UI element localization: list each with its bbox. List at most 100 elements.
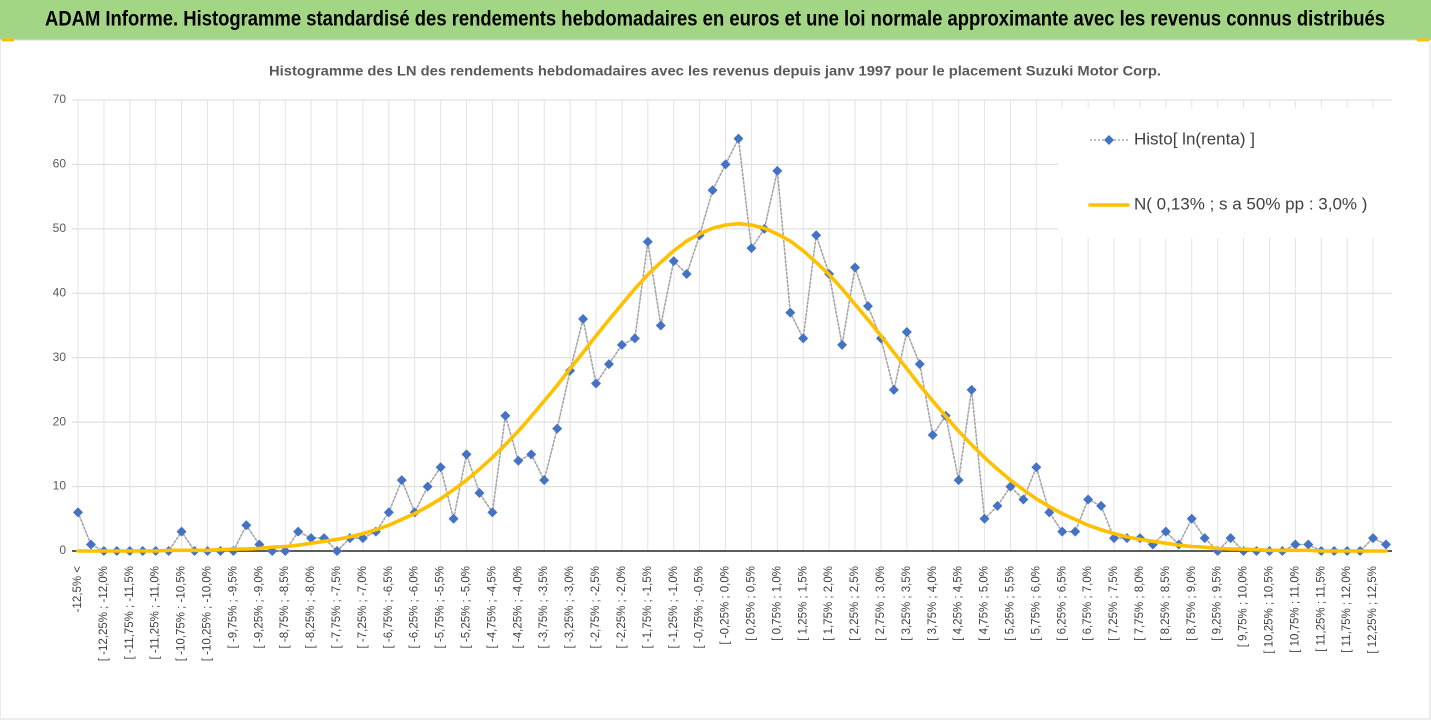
x-tick-label: [ -5,75% ; -5,5% bbox=[435, 566, 447, 648]
legend-box bbox=[1058, 108, 1410, 238]
x-tick-label: [ -5,25% ; -5,0% bbox=[461, 566, 473, 648]
data-point bbox=[966, 384, 977, 395]
data-point bbox=[526, 449, 537, 460]
y-tick-label: 10 bbox=[53, 479, 67, 493]
x-tick-label: [ 10,25% ; 10,5% bbox=[1263, 566, 1275, 654]
data-point bbox=[293, 526, 304, 537]
x-tick-label: [ -6,75% ; -6,5% bbox=[383, 566, 395, 648]
legend-marker bbox=[1104, 135, 1114, 145]
data-point bbox=[1031, 462, 1042, 473]
data-point bbox=[798, 333, 809, 344]
data-point bbox=[241, 520, 252, 531]
data-point bbox=[1083, 494, 1094, 505]
data-point bbox=[888, 384, 899, 395]
x-tick-label: [ 3,75% ; 4,0% bbox=[927, 566, 939, 641]
legend-label: N( 0,13% ; s a 50% pp : 3,0% ) bbox=[1134, 194, 1367, 213]
data-point bbox=[862, 301, 873, 312]
x-tick-label: [ 1,25% ; 1,5% bbox=[797, 566, 809, 641]
x-tick-label: [ -7,75% ; -7,5% bbox=[331, 566, 343, 648]
data-point bbox=[73, 507, 83, 518]
data-point bbox=[1070, 526, 1081, 537]
data-point bbox=[280, 546, 291, 556]
x-tick-label: [ -0,75% ; -0,5% bbox=[694, 566, 706, 648]
plot-area: 0 10 20 30 40 50 60 70 -12,5% < [ -12,25% ; -12,0… bbox=[53, 92, 1410, 661]
x-tick-label: [ -10,75% ; -10,5% bbox=[176, 566, 188, 661]
data-point bbox=[642, 236, 653, 247]
data-point bbox=[176, 526, 187, 537]
chart-title: Histogramme des LN des rendements hebdom… bbox=[269, 63, 1161, 79]
x-tick-label: [ -6,25% ; -6,0% bbox=[409, 566, 421, 648]
data-point bbox=[1199, 533, 1210, 544]
x-tick-label: [ -12,25% ; -12,0% bbox=[98, 566, 110, 661]
data-point bbox=[811, 230, 822, 241]
data-point bbox=[435, 462, 446, 473]
data-point bbox=[850, 262, 861, 273]
x-tick-label: [ 5,25% ; 5,5% bbox=[1004, 566, 1016, 641]
data-point bbox=[1057, 526, 1068, 537]
x-tick-label: [ -10,25% ; -10,0% bbox=[202, 566, 214, 661]
x-tick-label: [ -4,25% ; -4,0% bbox=[512, 566, 524, 648]
x-tick-label: [ -2,75% ; -2,5% bbox=[590, 566, 602, 648]
data-point bbox=[85, 539, 96, 550]
data-point bbox=[992, 500, 1003, 511]
x-tick-label: [ 0,25% ; 0,5% bbox=[745, 566, 757, 641]
data-point bbox=[487, 507, 498, 518]
x-tick-label: [ -3,75% ; -3,5% bbox=[538, 566, 550, 648]
chart-border bbox=[0, 39, 1431, 720]
x-tick-label: [ 0,75% ; 1,0% bbox=[771, 566, 783, 641]
y-tick-label: 70 bbox=[53, 92, 67, 106]
data-point bbox=[306, 533, 317, 544]
data-point bbox=[1186, 513, 1197, 524]
x-tick-label: [ 4,25% ; 4,5% bbox=[953, 566, 965, 641]
x-tick-label: [ 10,75% ; 11,0% bbox=[1289, 566, 1301, 653]
x-tick-label: [ 11,25% ; 11,5% bbox=[1315, 566, 1327, 652]
data-point bbox=[901, 326, 912, 337]
x-tick-label: [ -2,25% ; -2,0% bbox=[616, 566, 628, 648]
data-point bbox=[396, 475, 407, 486]
x-tick-label: [ 8,25% ; 8,5% bbox=[1160, 566, 1172, 641]
x-tick-label: -12,5% < bbox=[72, 566, 84, 613]
x-tick-label: [ -4,75% ; -4,5% bbox=[486, 566, 498, 648]
data-point bbox=[733, 133, 744, 144]
data-point bbox=[578, 314, 589, 325]
x-tick-label: [ 3,25% ; 3,5% bbox=[901, 566, 913, 641]
x-tick-label: [ -7,25% ; -7,0% bbox=[357, 566, 369, 648]
data-point bbox=[1225, 533, 1236, 544]
data-point bbox=[914, 359, 925, 370]
data-point bbox=[979, 513, 990, 524]
x-tick-label: [ 9,75% ; 10,0% bbox=[1238, 566, 1250, 647]
data-point bbox=[953, 475, 964, 486]
x-tick-label: [ -11,75% ; -11,5% bbox=[124, 566, 136, 660]
x-tick-label: [ -9,25% ; -9,0% bbox=[253, 566, 265, 648]
data-point bbox=[1160, 526, 1171, 537]
x-tick-label: [ 6,75% ; 7,0% bbox=[1082, 566, 1094, 641]
x-tick-label: [ -8,75% ; -8,5% bbox=[279, 566, 291, 648]
data-point bbox=[681, 268, 692, 279]
x-tick-label: [ -3,25% ; -3,0% bbox=[564, 566, 576, 648]
x-tick-label: [ 11,75% ; 12,0% bbox=[1341, 566, 1353, 653]
data-point bbox=[591, 378, 602, 389]
data-point bbox=[448, 513, 459, 524]
data-point bbox=[616, 339, 627, 350]
y-tick-label: 0 bbox=[59, 543, 66, 557]
data-point bbox=[668, 256, 679, 267]
data-point bbox=[1303, 539, 1314, 550]
x-tick-label: [ 4,75% ; 5,0% bbox=[979, 566, 991, 641]
curve-line bbox=[76, 221, 1388, 553]
data-point bbox=[539, 475, 550, 486]
data-point bbox=[1381, 539, 1391, 550]
data-point bbox=[1290, 539, 1301, 550]
page-title: ADAM Informe. Histogramme standardisé de… bbox=[45, 8, 1385, 31]
x-tick-label: [ -8,25% ; -8,0% bbox=[305, 566, 317, 648]
x-tick-label: [ 2,75% ; 3,0% bbox=[875, 566, 887, 641]
legend-label: Histo[ ln(renta) ] bbox=[1134, 129, 1255, 148]
x-tick-label: [ 5,75% ; 6,0% bbox=[1030, 566, 1042, 641]
y-tick-label: 40 bbox=[53, 285, 67, 299]
data-point bbox=[772, 165, 783, 176]
x-tick-label: [ 7,25% ; 7,5% bbox=[1108, 566, 1120, 641]
y-tick-label: 20 bbox=[53, 414, 67, 428]
data-point bbox=[513, 455, 524, 466]
data-point bbox=[720, 159, 731, 170]
data-point bbox=[785, 307, 796, 318]
